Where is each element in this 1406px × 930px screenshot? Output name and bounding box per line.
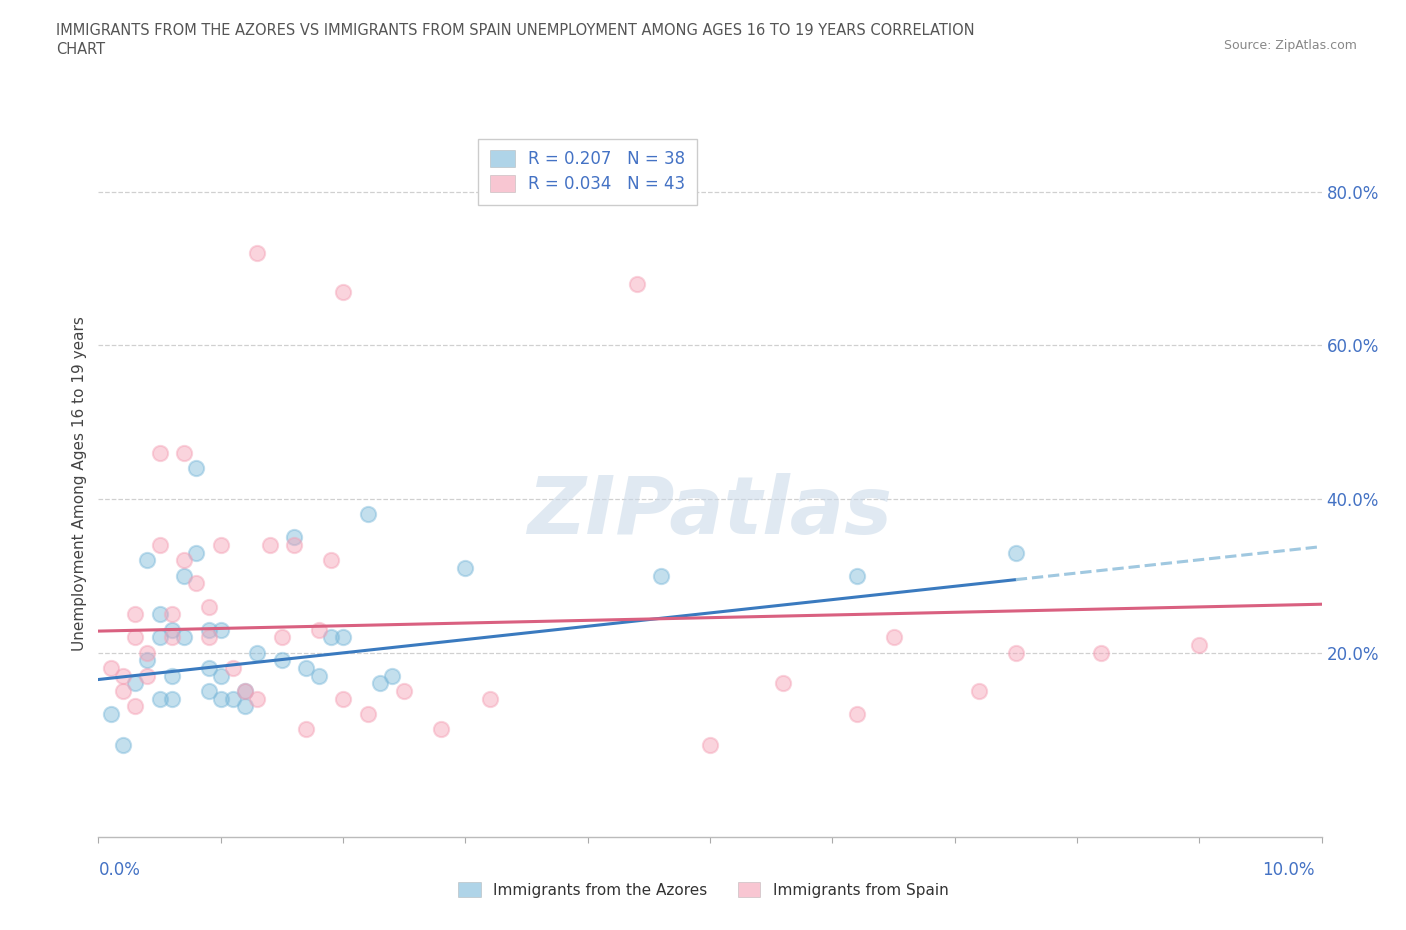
Text: Source: ZipAtlas.com: Source: ZipAtlas.com [1223,39,1357,52]
Point [246,246,269,260]
Point [270,653,292,668]
Point [136,669,159,684]
Point [124,676,146,691]
Point [124,699,146,714]
Point [319,630,342,644]
Point [308,622,330,637]
Point [1090,645,1112,660]
Point [186,545,208,560]
Point [381,669,404,684]
Point [332,630,354,644]
Point [222,691,245,706]
Text: ZIPatlas: ZIPatlas [527,472,893,551]
Point [356,507,378,522]
Point [111,684,134,698]
Point [160,691,183,706]
Point [111,669,134,684]
Point [295,660,318,675]
Point [209,538,232,552]
Point [283,530,305,545]
Point [186,460,208,475]
Point [136,645,159,660]
Point [173,630,195,644]
Point [173,445,195,460]
Point [454,561,477,576]
Point [883,630,905,644]
Point [246,691,269,706]
Point [100,707,122,722]
Point [149,630,172,644]
Text: 0.0%: 0.0% [98,860,141,879]
Point [478,691,501,706]
Point [222,660,245,675]
Point [149,691,172,706]
Point [160,606,183,621]
Point [136,553,159,568]
Text: CHART: CHART [56,42,105,57]
Point [246,645,269,660]
Point [845,707,868,722]
Point [319,553,342,568]
Point [283,538,305,552]
Point [332,691,354,706]
Point [186,576,208,591]
Point [308,669,330,684]
Point [295,722,318,737]
Point [356,707,378,722]
Point [650,568,672,583]
Legend: Immigrants from the Azores, Immigrants from Spain: Immigrants from the Azores, Immigrants f… [451,875,955,904]
Point [270,630,292,644]
Point [392,684,416,698]
Point [626,276,648,291]
Point [233,684,256,698]
Point [136,653,159,668]
Point [209,622,232,637]
Point [111,737,134,752]
Point [430,722,453,737]
Point [124,630,146,644]
Text: 10.0%: 10.0% [1263,860,1315,879]
Legend: R = 0.207   N = 38, R = 0.034   N = 43: R = 0.207 N = 38, R = 0.034 N = 43 [478,139,697,205]
Point [967,684,990,698]
Point [197,660,219,675]
Point [160,622,183,637]
Point [173,553,195,568]
Point [1004,545,1026,560]
Point [233,684,256,698]
Point [332,284,354,299]
Point [772,676,794,691]
Point [233,699,256,714]
Point [197,622,219,637]
Point [197,684,219,698]
Point [149,538,172,552]
Text: IMMIGRANTS FROM THE AZORES VS IMMIGRANTS FROM SPAIN UNEMPLOYMENT AMONG AGES 16 T: IMMIGRANTS FROM THE AZORES VS IMMIGRANTS… [56,23,974,38]
Point [699,737,721,752]
Point [100,660,122,675]
Point [845,568,868,583]
Point [197,630,219,644]
Y-axis label: Unemployment Among Ages 16 to 19 years: Unemployment Among Ages 16 to 19 years [72,316,87,651]
Point [124,606,146,621]
Point [149,606,172,621]
Point [197,599,219,614]
Point [259,538,281,552]
Point [160,669,183,684]
Point [1004,645,1026,660]
Point [173,568,195,583]
Point [209,691,232,706]
Point [1188,637,1211,652]
Point [149,445,172,460]
Point [160,630,183,644]
Point [368,676,391,691]
Point [209,669,232,684]
